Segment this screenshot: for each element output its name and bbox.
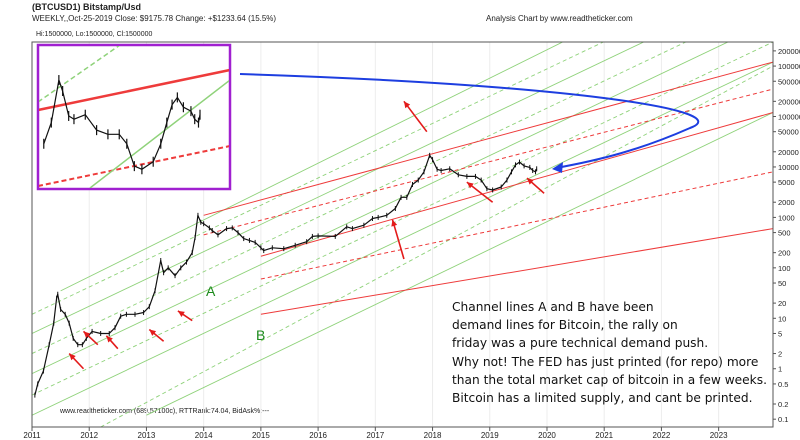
chart-range: Hi:1500000, Lo:1500000, Cl:1500000 bbox=[36, 31, 153, 38]
note-line: Bitcoin has a limited supply, and cant b… bbox=[452, 391, 753, 406]
inset-link-curve bbox=[239, 73, 700, 169]
x-tick-label: 2013 bbox=[138, 431, 156, 440]
y-tick-label: 500 bbox=[778, 229, 791, 238]
y-tick-label: 5000 bbox=[778, 178, 795, 187]
note-line: than the total market cap of bitcoin in … bbox=[452, 372, 767, 387]
x-tick-label: 2023 bbox=[710, 431, 728, 440]
red-arrow-head bbox=[106, 335, 113, 343]
y-tick-label: 200000 bbox=[778, 97, 800, 106]
y-tick-label: 50000 bbox=[778, 128, 799, 137]
x-tick-label: 2019 bbox=[481, 431, 499, 440]
x-tick-label: 2017 bbox=[366, 431, 384, 440]
inset-price-line bbox=[43, 79, 201, 170]
y-tick-label: 100000 bbox=[778, 113, 800, 122]
y-tick-label: 20 bbox=[778, 299, 786, 308]
y-tick-label: 100 bbox=[778, 264, 791, 273]
red-arrow-head bbox=[177, 310, 185, 317]
x-tick-label: 2014 bbox=[195, 431, 213, 440]
green-channel-line bbox=[146, 112, 773, 416]
y-tick-label: 50 bbox=[778, 279, 786, 288]
red-arrow-head bbox=[391, 219, 398, 227]
channel-label-a: A bbox=[206, 283, 216, 299]
green-channel-line bbox=[60, 42, 564, 292]
y-tick-label: 2 bbox=[778, 350, 782, 359]
chart-symbol: (BTCUSD1) Bitstamp/Usd bbox=[32, 2, 142, 12]
green-channel-line bbox=[32, 61, 773, 416]
x-tick-label: 2022 bbox=[653, 431, 671, 440]
commentary-note: Channel lines A and B have been demand l… bbox=[452, 298, 782, 407]
x-tick-label: 2018 bbox=[424, 431, 442, 440]
green-channel-dashed-line bbox=[32, 42, 687, 354]
y-tick-label: 10 bbox=[778, 314, 786, 323]
red-arrow-head bbox=[83, 331, 91, 338]
y-tick-label: 1000000 bbox=[778, 62, 800, 71]
red-arrow bbox=[391, 219, 405, 260]
note-line: demand lines for Bitcoin, the rally on bbox=[452, 318, 678, 333]
chart-source: Analysis Chart by www.readtheticker.com bbox=[486, 14, 633, 23]
y-tick-label: 1000 bbox=[778, 213, 795, 222]
plot-frame bbox=[31, 41, 774, 428]
green-channel-dashed-line bbox=[32, 42, 773, 396]
inset-zoom-panel bbox=[36, 43, 232, 191]
inset-content bbox=[39, 46, 229, 188]
y-tick-label: 200 bbox=[778, 249, 791, 258]
y-tick-label: 0.2 bbox=[778, 400, 788, 409]
note-line: friday was a pure technical demand push. bbox=[452, 336, 709, 351]
red-arrow-head bbox=[69, 353, 76, 361]
red-arrow-head bbox=[466, 182, 474, 189]
y-tick-label: 5 bbox=[778, 329, 782, 338]
inset-red-line bbox=[39, 68, 229, 112]
green-channel-line bbox=[32, 42, 645, 334]
note-line: Why not! The FED has just printed (for r… bbox=[452, 354, 759, 369]
y-tick-label: 10000 bbox=[778, 163, 799, 172]
y-tick-label: 1 bbox=[778, 365, 782, 374]
x-tick-label: 2020 bbox=[538, 431, 556, 440]
red-arrow-head bbox=[149, 329, 157, 336]
axes: 2011 2012 2013 2014 2015 2016 2017 2018 2019 2020… bbox=[23, 41, 800, 440]
y-tick-label: 2000 bbox=[778, 198, 795, 207]
red-channel-line bbox=[260, 228, 773, 315]
red-channel-line bbox=[203, 61, 773, 216]
y-tick-label: 0.5 bbox=[778, 380, 788, 389]
y-tick-label: 20000 bbox=[778, 148, 799, 157]
note-line: Channel lines A and B have been bbox=[452, 300, 654, 314]
green-channel-dashed-line bbox=[100, 65, 773, 427]
annotation-arrows bbox=[68, 100, 545, 370]
y-tick-label: 0.1 bbox=[778, 415, 788, 424]
y-tick-label: 500000 bbox=[778, 77, 800, 86]
red-channel-line bbox=[260, 112, 773, 257]
red-channel-dashed-line bbox=[203, 88, 773, 236]
channel-label-b: B bbox=[256, 327, 265, 343]
red-arrow-head bbox=[403, 101, 411, 109]
chart-info: WEEKLY,,Oct-25-2019 Close: $9175.78 Chan… bbox=[32, 14, 277, 23]
inset-green-line bbox=[89, 79, 229, 188]
x-tick-label: 2021 bbox=[595, 431, 613, 440]
x-tick-label: 2012 bbox=[80, 431, 98, 440]
red-arrow bbox=[403, 100, 428, 133]
chart-footer: www.readtheticker.com (689.57100c), RTTR… bbox=[60, 408, 270, 415]
green-channel-dashed-line bbox=[32, 42, 605, 315]
inset-green-dashed-line bbox=[39, 46, 120, 103]
red-arrow-head bbox=[526, 178, 534, 185]
inset-link-arrowhead bbox=[552, 162, 563, 173]
y-tick-label: 2000000 bbox=[778, 47, 800, 56]
x-tick-label: 2011 bbox=[23, 431, 41, 440]
price-line bbox=[34, 154, 538, 396]
red-channel-dashed-line bbox=[260, 171, 773, 280]
x-tick-label: 2015 bbox=[252, 431, 270, 440]
x-tick-label: 2016 bbox=[309, 431, 327, 440]
